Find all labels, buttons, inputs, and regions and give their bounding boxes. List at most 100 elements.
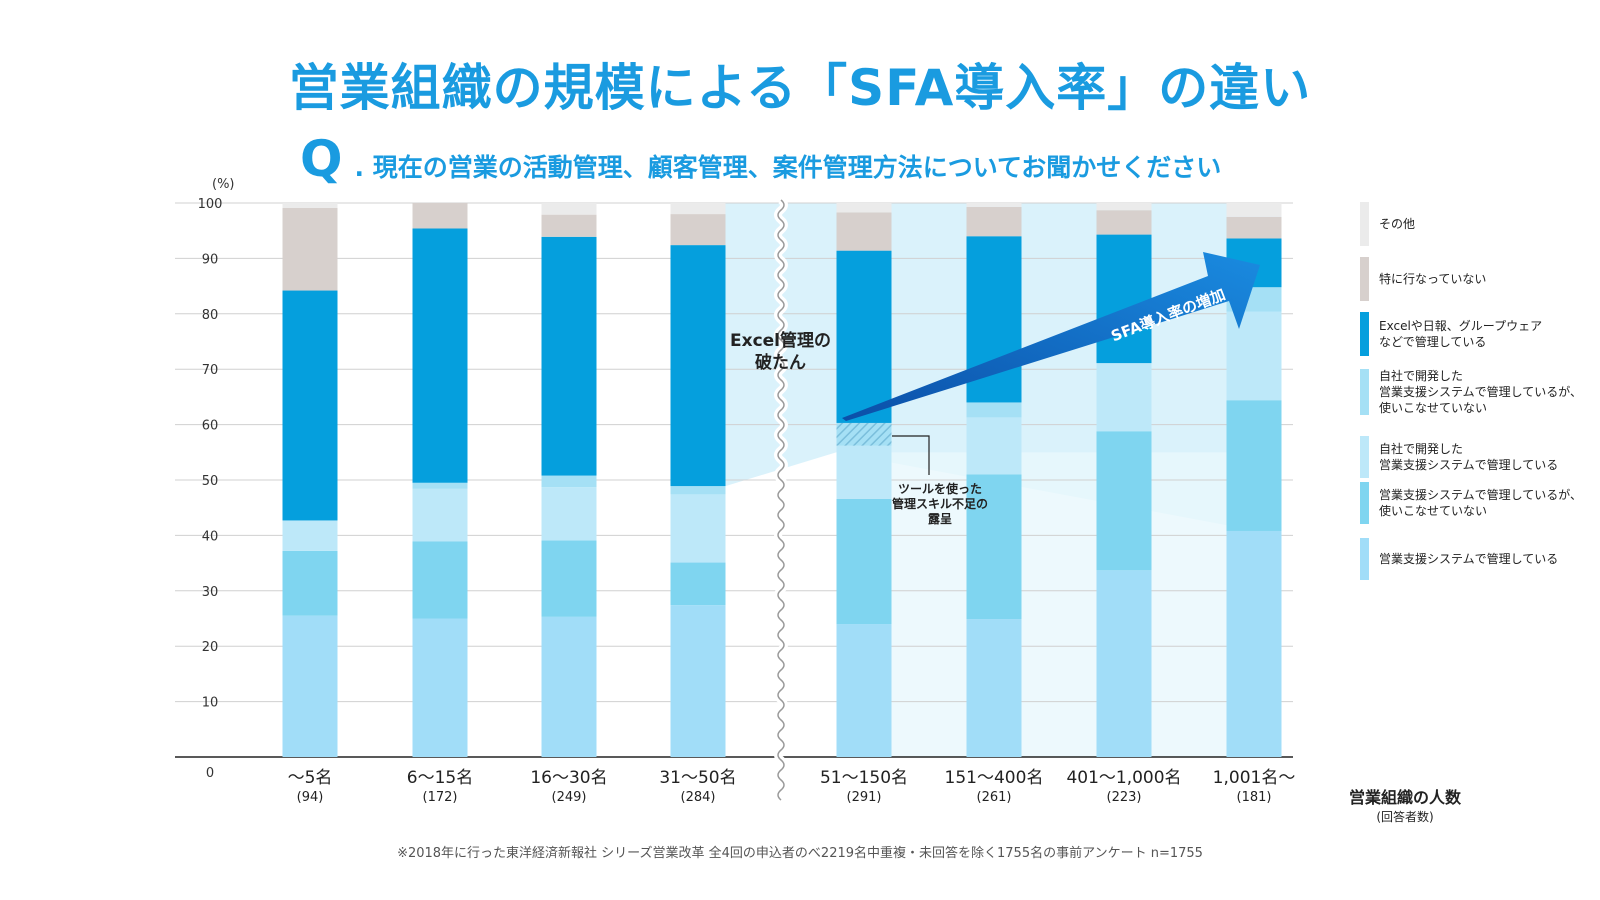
- bar-segment: [1096, 210, 1152, 235]
- legend-item: Excelや日報、グループウェア などで管理している: [1360, 312, 1542, 356]
- annotation-excel-breakdown: Excel管理の 破たん: [730, 331, 832, 373]
- y-axis-unit: (%): [212, 177, 235, 192]
- x-axis-subtitle: (回答者数): [1376, 810, 1434, 824]
- legend-label: 営業支援システムで管理している: [1379, 552, 1559, 566]
- legend-swatch: [1360, 436, 1369, 478]
- bar-segment: [1226, 216, 1282, 239]
- legend-label: Excelや日報、グループウェア などで管理している: [1379, 319, 1543, 349]
- callout-line: [892, 435, 930, 475]
- respondent-count: (291): [847, 790, 882, 805]
- legend-item: その他: [1360, 202, 1415, 246]
- respondent-count: (172): [423, 790, 458, 805]
- bar-segment: [412, 618, 468, 757]
- y-tick-label: 0: [206, 766, 214, 781]
- legend-item: 自社で開発した 営業支援システムで管理しているが、 使いこなせていない: [1360, 368, 1582, 416]
- x-tick-label: 31〜50名: [659, 768, 736, 788]
- legend-swatch: [1360, 482, 1369, 524]
- y-tick-label: 40: [202, 529, 219, 544]
- bar-segment: [966, 417, 1022, 475]
- bar-segment: [1226, 203, 1282, 217]
- bar-segment: [966, 203, 1022, 207]
- legend-item: 自社で開発した 営業支援システムで管理している: [1360, 436, 1558, 478]
- bar-segment: [1096, 363, 1152, 432]
- x-tick-label: 〜5名: [288, 768, 333, 788]
- bar-segment: [836, 422, 892, 446]
- bar-segment: [1096, 203, 1152, 211]
- respondent-count: (249): [552, 790, 587, 805]
- y-tick-label: 60: [202, 419, 219, 434]
- bar-segment: [670, 214, 726, 246]
- bar-segment: [1096, 431, 1152, 571]
- legend-swatch: [1360, 538, 1369, 580]
- legend-label: 営業支援システムで管理しているが、 使いこなせていない: [1379, 488, 1583, 518]
- bar-layer: [282, 203, 1282, 757]
- bar-segment: [670, 605, 726, 757]
- bar-segment: [966, 206, 1022, 237]
- trend-shade-lower: [836, 452, 1282, 757]
- bar-segment: [541, 616, 597, 757]
- bar-segment: [282, 550, 338, 616]
- respondent-count: (284): [681, 790, 716, 805]
- x-tick-label: 401〜1,000名: [1066, 768, 1181, 788]
- bar-segment: [282, 207, 338, 291]
- question: Q . 現在の営業の活動管理、顧客管理、案件管理方法についてお聞かせください: [300, 130, 1221, 188]
- bar-segment: [1226, 311, 1282, 401]
- bar-segment: [541, 475, 597, 488]
- chart-title: 営業組織の規模による「SFA導入率」の違い: [288, 59, 1312, 117]
- question-mark: Q: [300, 130, 343, 188]
- bar-segment: [670, 562, 726, 606]
- legend-label: 自社で開発した 営業支援システムで管理しているが、 使いこなせていない: [1379, 369, 1583, 415]
- legend-swatch: [1360, 312, 1369, 356]
- legend-item: 営業支援システムで管理しているが、 使いこなせていない: [1360, 482, 1582, 524]
- legend-swatch: [1360, 257, 1369, 301]
- bar-segment: [412, 228, 468, 483]
- legend-label: 特に行なっていない: [1379, 272, 1487, 286]
- y-tick-label: 70: [202, 363, 219, 378]
- y-tick-label: 30: [202, 585, 219, 600]
- bar-segment: [282, 520, 338, 551]
- axis-break: [777, 199, 785, 801]
- bar-segment: [412, 482, 468, 489]
- bar-segment: [836, 203, 892, 213]
- legend-label: 自社で開発した 営業支援システムで管理している: [1379, 442, 1559, 472]
- respondent-count: (94): [297, 790, 324, 805]
- bar-segment: [1096, 234, 1152, 364]
- y-tick-label: 10: [202, 696, 219, 711]
- legend-item: 営業支援システムで管理している: [1360, 538, 1558, 580]
- y-tick-label: 90: [202, 252, 219, 267]
- question-text: . 現在の営業の活動管理、顧客管理、案件管理方法についてお聞かせください: [354, 153, 1222, 182]
- annotation-tool-skill: ツールを使った 管理スキル不足の 露呈: [891, 482, 988, 526]
- bar-segment: [836, 445, 892, 499]
- bar-segment: [1226, 530, 1282, 757]
- legend-swatch: [1360, 369, 1369, 415]
- bar-segment: [966, 619, 1022, 757]
- y-tick-label: 50: [202, 474, 219, 489]
- bar-segment: [1096, 570, 1152, 757]
- x-tick-label: 16〜30名: [530, 768, 607, 788]
- x-tick-label: 6〜15名: [407, 768, 473, 788]
- bar-segment: [412, 203, 468, 229]
- legend-label: その他: [1379, 217, 1416, 231]
- bar-segment: [836, 212, 892, 251]
- bar-segment: [541, 236, 597, 476]
- bar-segment: [670, 203, 726, 215]
- bar-segment: [282, 615, 338, 757]
- bar-segment: [836, 250, 892, 423]
- bar-segment: [541, 487, 597, 541]
- bar-segment: [966, 402, 1022, 418]
- y-tick-label: 80: [202, 308, 219, 323]
- bar-segment: [412, 488, 468, 542]
- bar-segment: [412, 541, 468, 619]
- footnote: ※2018年に行った東洋経済新報社 シリーズ営業改革 全4回の申込者のべ2219…: [397, 846, 1203, 861]
- y-tick-label: 20: [202, 640, 219, 655]
- bar-segment: [541, 540, 597, 617]
- respondent-count: (181): [1237, 790, 1272, 805]
- bar-segment: [836, 624, 892, 757]
- bar-segment: [541, 214, 597, 237]
- bar-segment: [282, 203, 338, 208]
- bar-segment: [1226, 400, 1282, 531]
- bar-segment: [670, 486, 726, 495]
- legend-swatch: [1360, 202, 1369, 246]
- bar-segment: [966, 474, 1022, 620]
